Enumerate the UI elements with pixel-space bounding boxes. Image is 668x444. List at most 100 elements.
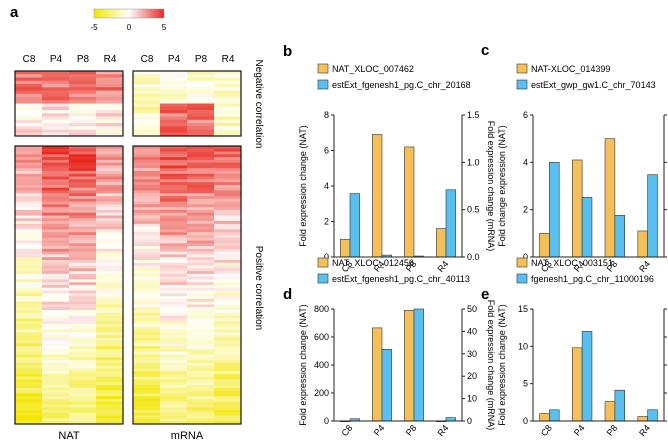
heatmap-cell	[96, 290, 124, 294]
heatmap-cell	[160, 379, 188, 383]
heatmap-cell	[96, 273, 124, 277]
heatmap-cell	[96, 113, 124, 117]
heatmap-cell	[187, 226, 215, 230]
heatmap-cell	[42, 282, 70, 286]
bar-r4-nat	[637, 230, 648, 258]
heatmap-cell	[160, 385, 188, 389]
heatmap-cell	[42, 196, 70, 200]
heatmap-cell	[133, 129, 161, 134]
heatmap-cell	[15, 312, 43, 316]
heatmap-cell	[69, 209, 97, 214]
heatmap-cell	[214, 179, 242, 183]
heatmap-cell	[96, 162, 124, 166]
heatmap-cell	[160, 360, 188, 364]
heatmap-cell	[187, 232, 215, 236]
heatmap-cell	[69, 243, 97, 247]
heatmap-cell	[133, 273, 161, 277]
heatmap-cell	[214, 276, 242, 280]
heatmap-cell	[15, 251, 43, 255]
heatmap-cell	[42, 77, 70, 82]
heatmap-cell	[96, 382, 124, 386]
heatmap-cell	[187, 187, 215, 191]
heatmap-cell	[15, 129, 43, 134]
heatmap-cell	[69, 304, 97, 308]
heatmap-cell	[69, 382, 97, 386]
heatmap-cell	[214, 154, 242, 158]
heatmap-cell	[160, 234, 188, 239]
heatmap-cell	[187, 321, 215, 325]
heatmap-cell	[187, 198, 215, 202]
heatmap-cell	[42, 385, 70, 389]
heatmap-cell	[214, 312, 242, 316]
heatmap-cell	[42, 80, 70, 85]
heatmap-cell	[214, 304, 242, 308]
heatmap-cell	[96, 285, 124, 289]
heatmap-cell	[42, 176, 70, 180]
heatmap-cell	[133, 348, 161, 353]
heatmap-cell	[69, 285, 97, 289]
heatmap-nat-negative	[15, 71, 124, 137]
heatmap-cell	[15, 287, 43, 291]
legend-entry: estExt_fgenesh1_pg.C_chr_20168	[332, 80, 471, 90]
heatmap-cell	[15, 240, 43, 244]
bar-p4-nat	[372, 327, 383, 422]
heatmap-cell	[69, 315, 97, 319]
heatmap-cell	[187, 376, 215, 380]
heatmap-cell	[42, 348, 70, 353]
x-tick-label: P4	[372, 423, 387, 438]
heatmap-cell	[69, 348, 97, 353]
heatmap-cell	[42, 337, 70, 341]
heatmap-cell	[214, 418, 242, 422]
heatmap-cell	[15, 326, 43, 330]
heatmap-cell	[15, 193, 43, 197]
heatmap-cell	[214, 165, 242, 169]
heatmap-cell	[42, 329, 70, 333]
heatmap-cell	[187, 162, 215, 166]
heatmap-cell	[187, 93, 215, 98]
y2-tick-label: 40	[467, 326, 477, 336]
heatmap-cell	[160, 204, 188, 208]
heatmap-cell	[69, 129, 97, 134]
bar-r4-mrna	[647, 409, 658, 422]
heatmap-cell	[214, 379, 242, 383]
heatmap-cell	[187, 357, 215, 361]
heatmap-cell	[69, 318, 97, 322]
heatmap-cell	[42, 234, 70, 239]
heatmap-cell	[96, 184, 124, 188]
heatmap-cell	[187, 390, 215, 394]
heatmap-cell	[133, 90, 161, 95]
heatmap-cell	[133, 279, 161, 283]
heatmap-cell	[133, 187, 161, 191]
heatmap-cell	[187, 116, 215, 121]
heatmap-cell	[187, 159, 215, 163]
bar-p4-nat	[372, 134, 383, 258]
heatmap-cell	[187, 401, 215, 405]
heatmap-cell	[214, 204, 242, 208]
heatmap-cell	[133, 146, 161, 150]
heatmap-cell	[15, 218, 43, 222]
legend-swatch	[317, 63, 329, 74]
heatmap-cell	[42, 162, 70, 166]
heatmap-cell	[96, 418, 124, 422]
heatmap-cell	[96, 340, 124, 344]
heatmap-cell	[69, 119, 97, 124]
heatmap-cell	[96, 279, 124, 283]
heatmap-cell	[15, 357, 43, 361]
heatmap-cell	[187, 182, 215, 186]
heatmap-cell	[96, 421, 124, 425]
heatmap-cell	[133, 148, 161, 152]
heatmap-cell	[160, 410, 188, 414]
heatmap-cell	[96, 103, 124, 108]
heatmap-cell	[69, 259, 97, 264]
heatmap-cell	[214, 193, 242, 197]
heatmap-cell	[187, 80, 215, 85]
heatmap-cell	[187, 371, 215, 375]
heatmap-cell	[42, 398, 70, 403]
heatmap-cell	[187, 237, 215, 241]
heatmap-cell	[69, 218, 97, 222]
heatmap-cell	[160, 276, 188, 280]
heatmap-cell	[96, 204, 124, 208]
heatmap-cell	[42, 412, 70, 416]
heatmap-cell	[69, 87, 97, 91]
y2-tick-label: 1.5	[467, 110, 480, 120]
